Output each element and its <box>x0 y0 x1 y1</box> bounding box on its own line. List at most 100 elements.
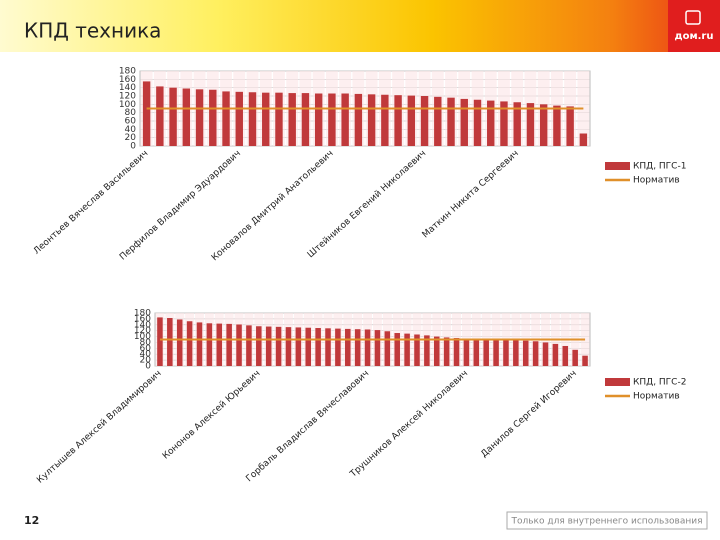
bar <box>579 133 588 146</box>
bar <box>526 103 535 146</box>
bar <box>256 326 262 366</box>
y-tick-label: 180 <box>119 67 136 77</box>
y-tick-label: 80 <box>140 338 152 348</box>
x-tick-label: Леонтьев Вячеслав Васильевич <box>32 149 150 257</box>
bar <box>314 93 323 146</box>
bar <box>566 106 574 146</box>
bar <box>513 340 519 366</box>
bar <box>562 345 569 366</box>
bar <box>487 100 495 146</box>
bar <box>394 333 400 366</box>
bar <box>404 333 410 366</box>
legend-label: Норматив <box>633 176 680 186</box>
y-tick-label: 120 <box>134 326 151 336</box>
bar <box>493 339 499 366</box>
bar <box>285 327 292 366</box>
bar <box>216 323 223 366</box>
bar <box>522 340 529 366</box>
bar <box>424 335 430 366</box>
y-tick-label: 140 <box>134 320 151 330</box>
bar <box>553 105 561 146</box>
bar <box>167 318 173 366</box>
legend-swatch <box>605 378 630 386</box>
bar <box>447 97 455 146</box>
bar <box>182 88 191 146</box>
bar <box>262 92 270 146</box>
bar <box>236 324 242 366</box>
bar <box>246 325 252 366</box>
y-tick-label: 100 <box>134 332 151 342</box>
y-tick-label: 60 <box>140 344 152 354</box>
legend-swatch <box>605 162 630 170</box>
bar <box>354 93 363 146</box>
bar <box>483 339 489 366</box>
bar <box>156 86 164 146</box>
logo-icon <box>685 10 701 25</box>
bar <box>209 89 217 146</box>
y-tick-label: 80 <box>125 108 137 118</box>
y-tick-label: 140 <box>119 83 136 93</box>
y-tick-label: 160 <box>134 314 151 324</box>
y-tick-label: 40 <box>140 350 152 360</box>
bar <box>186 321 193 366</box>
bar <box>463 338 470 366</box>
logo-text: дом.ru <box>675 31 714 42</box>
bar <box>513 102 521 146</box>
x-tick-label: Маткин Никита Сергеевич <box>421 149 521 241</box>
bar <box>460 98 468 146</box>
bar <box>374 330 381 366</box>
bar <box>142 81 151 146</box>
bar <box>275 326 282 366</box>
bar <box>582 355 588 366</box>
y-tick-label: 120 <box>119 92 136 102</box>
bar <box>433 336 440 366</box>
bar <box>354 329 361 366</box>
bar <box>222 91 230 146</box>
bar <box>345 328 351 366</box>
bar <box>539 104 548 146</box>
bar <box>341 93 349 146</box>
bar <box>453 338 460 366</box>
bar <box>325 328 331 366</box>
page-number: 12 <box>24 514 39 527</box>
bar <box>288 93 296 146</box>
bar <box>157 317 163 366</box>
x-tick-label: Трушников Алексей Николаевич <box>348 369 470 481</box>
x-tick-label: Култышев Алексей Владимирович <box>35 369 163 486</box>
slide-title: КПД техника <box>24 19 161 43</box>
bar <box>443 337 450 366</box>
y-tick-label: 20 <box>140 356 152 366</box>
bar <box>500 101 508 146</box>
y-tick-label: 180 <box>134 309 151 319</box>
bar <box>364 329 371 366</box>
bar <box>572 349 578 366</box>
bar <box>328 93 336 146</box>
logo-box <box>668 0 720 52</box>
bar <box>169 87 177 146</box>
x-tick-label: Горбаль Владислав Вячеславович <box>245 369 372 485</box>
bar <box>206 323 213 366</box>
bar <box>265 326 272 366</box>
note: Только для внутреннего использования <box>510 517 702 527</box>
bar <box>367 94 376 146</box>
bar <box>420 96 429 146</box>
bar <box>235 91 243 146</box>
bar <box>176 319 183 366</box>
bar <box>434 96 442 146</box>
bar <box>248 92 257 146</box>
bar <box>503 339 509 366</box>
y-tick-label: 100 <box>119 100 136 110</box>
bar <box>381 94 389 146</box>
bar <box>473 99 482 146</box>
bar <box>384 331 391 366</box>
note-box <box>506 511 708 530</box>
bar <box>305 327 312 366</box>
bar <box>335 328 341 366</box>
header-band <box>0 0 720 52</box>
legend-label: КПД, ПГС-1 <box>633 162 686 172</box>
y-tick-label: 160 <box>119 75 136 85</box>
bar <box>195 89 204 146</box>
bar <box>542 342 549 366</box>
bar <box>407 95 416 146</box>
